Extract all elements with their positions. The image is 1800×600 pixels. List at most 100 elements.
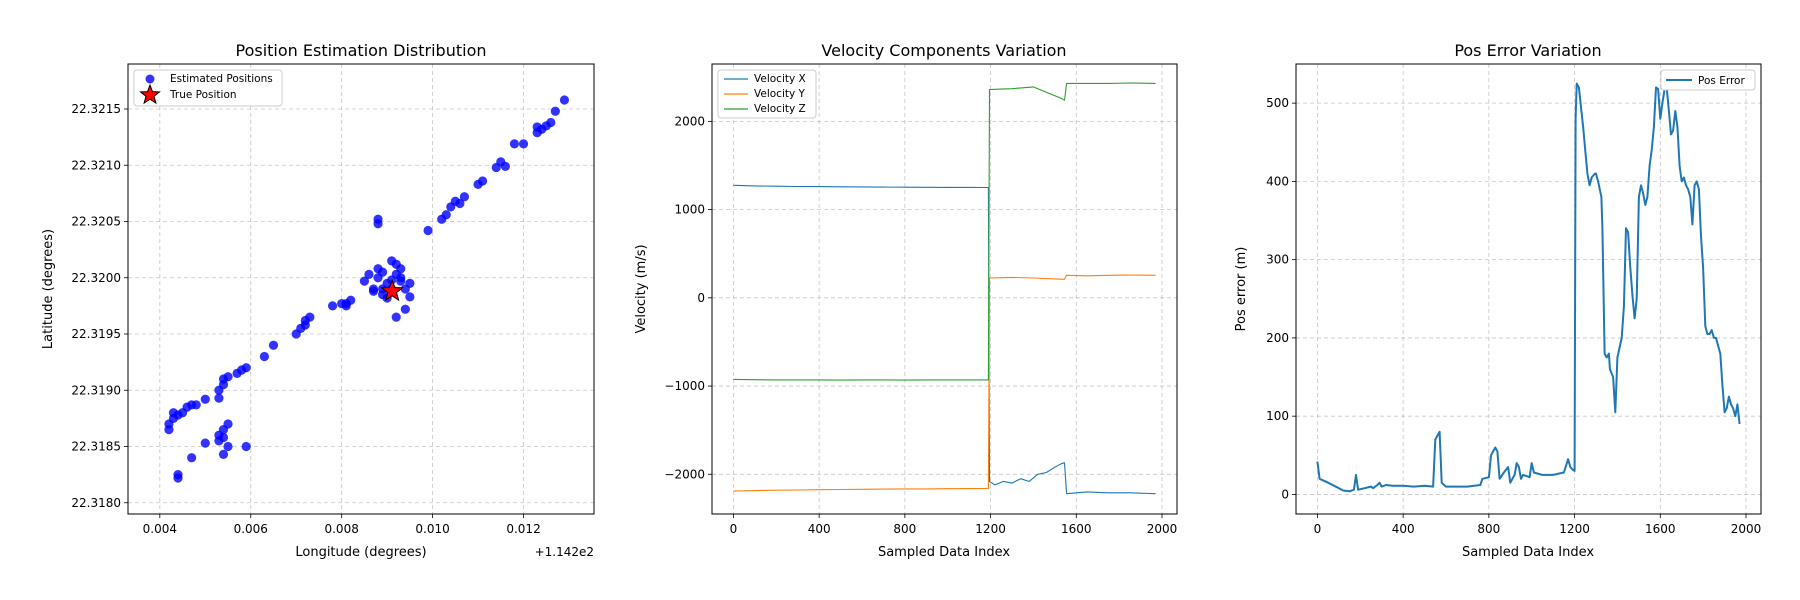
y-tick-label: 100 [1266, 409, 1289, 423]
estimated-position-point [364, 269, 374, 279]
velocity-components-panel: 0 400 800 1200 1600 2000 −2000 −1000 0 1000 2000 V… [634, 41, 1178, 560]
y-tick-label: 500 [1266, 96, 1289, 110]
estimated-position-point [478, 176, 488, 186]
legend-box [1660, 69, 1756, 91]
y-tick-label: 22.3195 [71, 327, 121, 341]
pos-error-panel: 0 400 800 1200 1600 2000 0 100 200 300 400 500 Pos … [1234, 41, 1762, 560]
estimated-position-point [509, 139, 520, 149]
y-tick-label: 0 [697, 291, 705, 305]
plot-frame [1295, 63, 1762, 515]
x-tick-label: 1200 [1559, 522, 1590, 536]
x-tick-label: 1600 [1645, 522, 1676, 536]
series-line-velocity-z [733, 82, 1156, 381]
estimated-position-point [387, 256, 397, 266]
x-tick-label: 0.004 [143, 522, 177, 536]
estimated-position-point [405, 292, 415, 302]
estimated-position-point [550, 106, 560, 116]
true-position-star [380, 278, 404, 302]
estimated-position-point [259, 351, 269, 362]
y-tick-label: 400 [1266, 174, 1289, 188]
estimated-position-point [396, 273, 406, 283]
x-tick-label: 400 [808, 522, 831, 536]
estimated-position-point [305, 312, 315, 322]
x-tick-label: 1200 [975, 522, 1006, 536]
estimated-position-point [200, 394, 210, 404]
y-tick-label: 22.3185 [71, 440, 121, 454]
estimated-position-point [400, 304, 410, 314]
x-tick-label: 0.008 [324, 522, 358, 536]
x-tick-label: 2000 [1731, 522, 1762, 536]
position-distribution-panel: 0.004 0.006 0.008 0.010 0.012 22.3180 22.3185 2… [41, 41, 595, 560]
legend-marker-true [139, 83, 161, 105]
series-line-velocity-y [733, 274, 1156, 492]
x-tick-label: 0.012 [506, 522, 540, 536]
legend-box [717, 69, 817, 119]
x-tick-label: 400 [1392, 522, 1415, 536]
legend-label-velocity-y: Velocity Y [754, 88, 806, 100]
x-tick-label: 0.010 [415, 522, 449, 536]
plot-frame [711, 63, 1178, 515]
chart-title: Position Estimation Distribution [235, 41, 486, 60]
estimated-position-point [346, 295, 356, 305]
estimated-position-point [559, 95, 570, 105]
y-tick-label: 200 [1266, 331, 1289, 345]
chart-title: Velocity Components Variation [821, 41, 1066, 60]
x-axis-label: Sampled Data Index [1462, 545, 1594, 560]
estimated-position-point [268, 340, 279, 350]
y-tick-label: 300 [1266, 253, 1289, 267]
y-tick-label: 22.3205 [71, 215, 121, 229]
legend-label-estimated: Estimated Positions [170, 73, 273, 85]
estimated-position-point [218, 449, 229, 459]
estimated-position-point [327, 301, 338, 311]
estimated-position-point [377, 267, 388, 277]
y-tick-label: 22.3215 [71, 102, 121, 116]
x-axis-label: Sampled Data Index [878, 545, 1010, 560]
y-axis-label: Latitude (degrees) [41, 229, 56, 349]
estimated-position-point [500, 161, 510, 171]
legend-label-velocity-z: Velocity Z [754, 103, 806, 115]
estimated-position-point [241, 363, 251, 373]
y-tick-label: 2000 [674, 114, 705, 128]
estimated-position-point [200, 438, 210, 448]
estimated-position-point [214, 393, 224, 403]
y-tick-label: 22.3210 [71, 158, 121, 172]
plot-frame [127, 63, 595, 515]
x-tick-label: 1600 [1061, 522, 1092, 536]
estimated-position-point [218, 432, 229, 443]
estimated-position-point [373, 219, 383, 229]
estimated-position-point [441, 210, 451, 220]
x-tick-label: 0 [1314, 522, 1322, 536]
estimated-position-point [396, 264, 406, 274]
legend: Estimated Positions True Position [133, 69, 283, 107]
x-axis-offset-label: +1.142e2 [535, 545, 594, 559]
y-tick-label: 0 [1281, 487, 1289, 501]
estimated-position-point [459, 192, 470, 202]
estimated-position-point [241, 441, 251, 452]
x-tick-label: 0.006 [234, 522, 268, 536]
y-tick-label: 1000 [674, 203, 705, 217]
x-tick-label: 800 [893, 522, 916, 536]
chart-title: Pos Error Variation [1454, 41, 1601, 60]
series-line-pos-error [1316, 82, 1741, 493]
y-axis-label: Velocity (m/s) [634, 244, 649, 333]
estimated-position-point [359, 276, 370, 286]
legend-marker-estimated [145, 74, 155, 84]
y-axis-label: Pos error (m) [1234, 247, 1249, 332]
y-tick-label: −2000 [664, 467, 705, 481]
x-tick-label: 800 [1477, 522, 1500, 536]
y-tick-label: 22.3190 [71, 383, 121, 397]
estimated-position-point [187, 453, 197, 463]
estimated-position-point [546, 117, 556, 128]
y-tick-label: 22.3200 [71, 271, 121, 285]
legend-label-pos-error: Pos Error [1698, 75, 1745, 87]
legend: Velocity X Velocity Y Velocity Z [717, 69, 817, 119]
y-tick-label: 22.3180 [71, 496, 121, 510]
estimated-position-point [455, 198, 465, 209]
legend: Pos Error [1660, 69, 1756, 91]
legend-label-velocity-x: Velocity X [754, 73, 806, 85]
x-tick-label: 2000 [1147, 522, 1178, 536]
estimated-position-point [223, 419, 233, 429]
legend-box [133, 69, 283, 107]
estimated-position-point [518, 139, 529, 149]
